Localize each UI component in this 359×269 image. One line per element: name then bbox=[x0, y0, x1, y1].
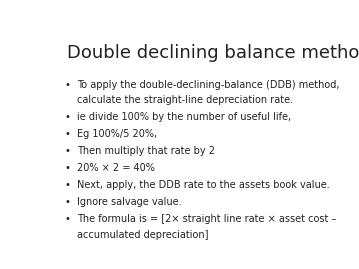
Text: 20% × 2 = 40%: 20% × 2 = 40% bbox=[77, 163, 155, 174]
Text: calculate the straight-line depreciation rate.: calculate the straight-line depreciation… bbox=[77, 95, 293, 105]
Text: Eg 100%/5 20%,: Eg 100%/5 20%, bbox=[77, 129, 157, 139]
Text: Next, apply, the DDB rate to the assets book value.: Next, apply, the DDB rate to the assets … bbox=[77, 180, 330, 190]
Text: Double declining balance method: Double declining balance method bbox=[67, 44, 359, 62]
Text: Ignore salvage value.: Ignore salvage value. bbox=[77, 197, 182, 207]
Text: •: • bbox=[64, 80, 70, 90]
Text: Then multiply that rate by 2: Then multiply that rate by 2 bbox=[77, 146, 215, 156]
Text: •: • bbox=[64, 163, 70, 174]
Text: accumulated depreciation]: accumulated depreciation] bbox=[77, 230, 208, 240]
Text: •: • bbox=[64, 146, 70, 156]
Text: •: • bbox=[64, 214, 70, 224]
Text: ie divide 100% by the number of useful life,: ie divide 100% by the number of useful l… bbox=[77, 112, 291, 122]
Text: •: • bbox=[64, 129, 70, 139]
Text: •: • bbox=[64, 180, 70, 190]
Text: To apply the double-declining-balance (DDB) method,: To apply the double-declining-balance (D… bbox=[77, 80, 339, 90]
Text: The formula is = [2× straight line rate × asset cost –: The formula is = [2× straight line rate … bbox=[77, 214, 336, 224]
Text: •: • bbox=[64, 197, 70, 207]
Text: •: • bbox=[64, 112, 70, 122]
